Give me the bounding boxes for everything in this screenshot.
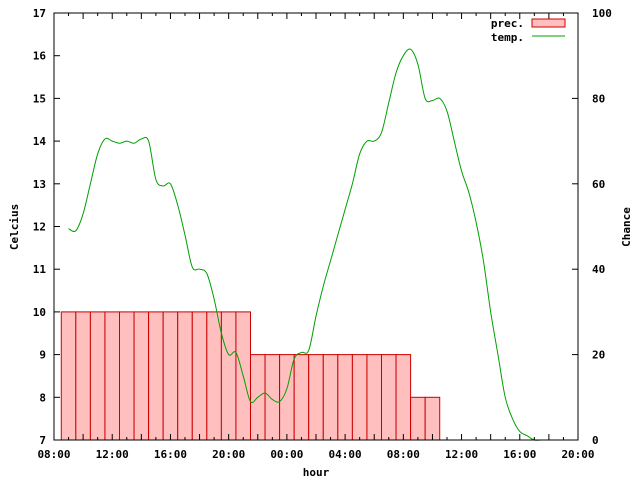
- left-y-tick-label: 15: [33, 92, 46, 105]
- precipitation-bar: [381, 354, 397, 441]
- precipitation-bar: [337, 354, 353, 441]
- legend-label-temp: temp.: [491, 31, 524, 44]
- precipitation-bar: [119, 311, 135, 441]
- right-y-tick-label: 60: [592, 178, 605, 191]
- left-y-tick-label: 13: [33, 178, 46, 191]
- legend: prec. temp.: [491, 17, 566, 44]
- left-y-tick-label: 8: [39, 391, 46, 404]
- x-axis: 08:00 12:00 16:00 20:00 00:00 04:00 08:00 12:00…: [37, 13, 595, 461]
- left-y-axis: 7 8 9 10 11 12 13 14 15 16 17: [33, 7, 60, 447]
- right-y-tick-label: 20: [592, 349, 605, 362]
- x-tick-label: 20:00: [212, 448, 245, 461]
- precipitation-bar: [351, 354, 368, 441]
- precipitation-bar: [220, 311, 237, 441]
- precipitation-bar: [75, 311, 91, 441]
- legend-swatch-prec: [531, 18, 566, 28]
- legend-label-prec: prec.: [491, 17, 524, 30]
- x-axis-label: hour: [303, 466, 330, 479]
- left-y-tick-label: 9: [39, 349, 46, 362]
- precipitation-bar: [104, 311, 120, 441]
- x-tick-label: 04:00: [329, 448, 362, 461]
- right-y-axis: 0 20 40 60 80 100: [572, 7, 612, 447]
- precipitation-bar: [162, 311, 179, 441]
- precipitation-bar: [424, 396, 441, 441]
- x-tick-label: 20:00: [561, 448, 594, 461]
- precipitation-bar: [395, 354, 412, 441]
- x-tick-label: 08:00: [387, 448, 420, 461]
- right-y-tick-label: 100: [592, 7, 612, 20]
- left-y-tick-label: 12: [33, 221, 46, 234]
- precipitation-bar: [133, 311, 150, 441]
- temperature-line-layer: [68, 48, 578, 441]
- precipitation-bar: [322, 354, 339, 441]
- left-y-tick-label: 11: [33, 263, 47, 276]
- precipitation-bar: [177, 311, 193, 441]
- x-tick-label: 08:00: [37, 448, 70, 461]
- x-tick-label: 00:00: [270, 448, 303, 461]
- precipitation-bar: [60, 311, 77, 441]
- precipitation-bar: [206, 311, 222, 441]
- precipitation-bar: [366, 354, 383, 441]
- precipitation-bar: [191, 311, 208, 441]
- temperature-line: [68, 48, 578, 441]
- left-y-tick-label: 10: [33, 306, 46, 319]
- precipitation-bar: [293, 354, 310, 441]
- left-y-tick-label: 7: [39, 434, 46, 447]
- x-tick-label: 16:00: [503, 448, 536, 461]
- right-y-tick-label: 80: [592, 92, 605, 105]
- precipitation-bar: [89, 311, 106, 441]
- left-y-tick-label: 14: [33, 135, 47, 148]
- right-y-tick-label: 40: [592, 263, 605, 276]
- precipitation-bar: [148, 311, 164, 441]
- precipitation-bar: [308, 354, 324, 441]
- x-tick-label: 16:00: [154, 448, 187, 461]
- x-tick-label: 12:00: [96, 448, 129, 461]
- left-y-tick-label: 17: [33, 7, 46, 20]
- x-tick-label: 12:00: [445, 448, 478, 461]
- precipitation-bar: [410, 396, 426, 441]
- precipitation-bar: [264, 354, 281, 441]
- right-y-axis-label: Chance: [620, 207, 633, 247]
- left-y-axis-label: Celcius: [8, 204, 21, 250]
- precipitation-bars: [60, 311, 441, 441]
- left-y-tick-label: 16: [33, 50, 47, 63]
- right-y-tick-label: 0: [592, 434, 599, 447]
